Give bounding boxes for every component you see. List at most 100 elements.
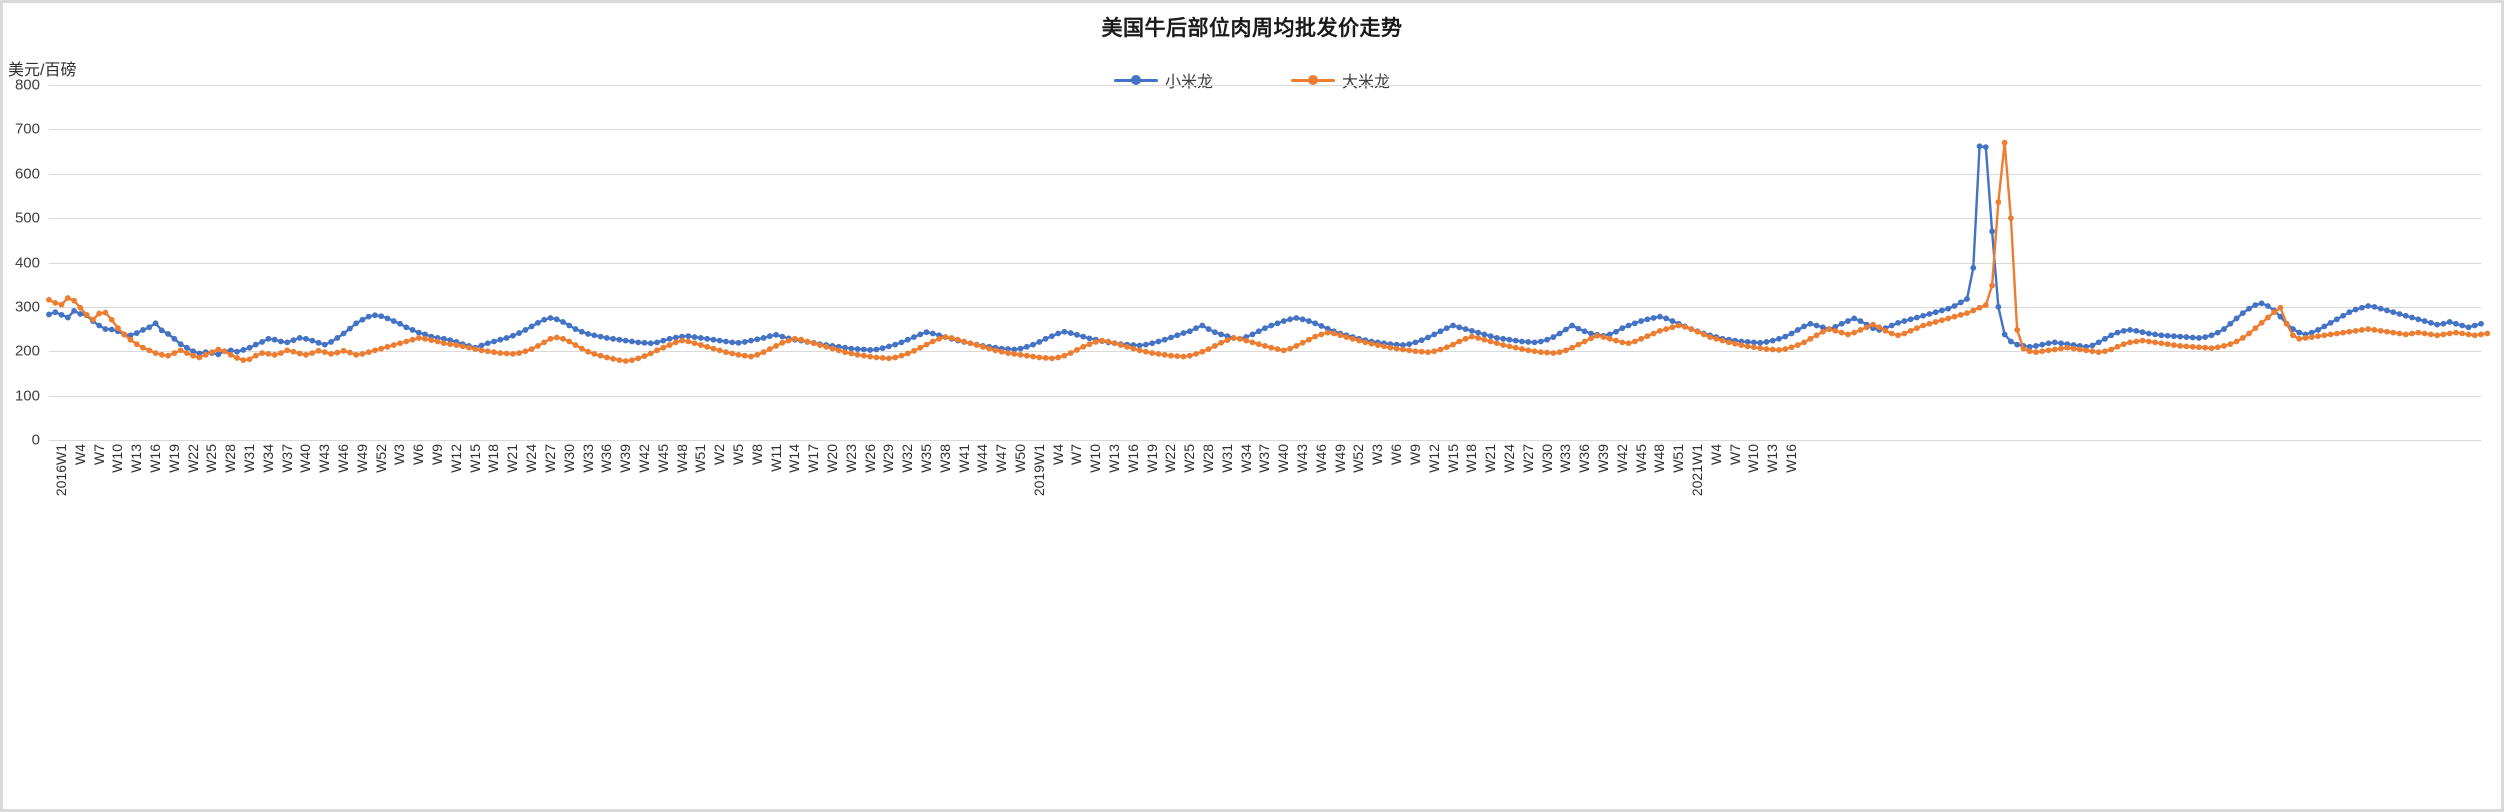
data-point — [1124, 343, 1130, 350]
data-point — [1700, 331, 1707, 338]
data-point — [2108, 346, 2115, 353]
x-axis-tick-label: W37 — [278, 444, 295, 473]
data-point — [610, 335, 617, 342]
data-point — [2246, 305, 2252, 312]
data-point — [697, 342, 704, 348]
x-axis-line — [49, 440, 2481, 441]
data-point — [1450, 341, 1456, 348]
data-point — [1494, 340, 1500, 347]
data-point — [303, 335, 309, 342]
data-point — [622, 358, 629, 364]
data-point — [1224, 337, 1231, 344]
data-point — [1888, 330, 1895, 337]
y-axis-tick-label: 500 — [14, 209, 40, 227]
data-point — [447, 337, 454, 344]
data-point — [766, 346, 773, 352]
data-point — [453, 342, 460, 348]
x-axis-tick-label: W32 — [899, 444, 916, 473]
data-point — [165, 352, 171, 359]
data-point — [2227, 320, 2234, 327]
data-point — [1970, 307, 1977, 314]
legend-item-series1[interactable]: 小米龙 — [1113, 68, 1213, 92]
x-axis-tick-label: W26 — [861, 444, 878, 473]
data-point — [2020, 345, 2027, 352]
data-point — [848, 345, 855, 352]
data-point — [2095, 349, 2102, 356]
data-point — [710, 345, 717, 352]
data-point — [1920, 312, 1927, 319]
data-point — [1168, 352, 1174, 359]
data-point — [215, 346, 222, 353]
data-point — [2233, 338, 2240, 345]
x-axis-tick-label: W47 — [993, 444, 1010, 473]
data-point — [2089, 348, 2096, 355]
data-point — [1067, 350, 1074, 356]
data-point — [804, 338, 811, 345]
data-point — [2089, 342, 2096, 349]
data-point — [1500, 342, 1507, 348]
data-point — [1763, 346, 1770, 352]
data-point — [992, 347, 999, 354]
data-point — [1907, 316, 1914, 323]
data-point — [986, 345, 993, 352]
data-point — [1613, 328, 1619, 335]
data-point — [1255, 328, 1262, 335]
x-axis-tick-label: W42 — [635, 444, 652, 473]
data-point — [315, 347, 322, 354]
data-point — [1581, 338, 1588, 345]
data-point — [917, 331, 924, 338]
data-point — [1888, 322, 1895, 329]
x-axis-tick-label: W2 — [711, 444, 728, 465]
data-point — [1895, 319, 1901, 326]
series-1 — [46, 143, 2484, 358]
data-point — [2377, 305, 2384, 312]
data-point — [1895, 332, 1901, 339]
data-point — [879, 355, 886, 361]
data-point — [597, 352, 604, 359]
data-point — [1262, 325, 1268, 332]
data-point — [1863, 324, 1870, 331]
data-point — [2051, 339, 2058, 346]
x-axis-tick-label: W37 — [1256, 444, 1273, 473]
data-point — [1218, 331, 1225, 338]
data-point — [1143, 341, 1149, 348]
data-point — [773, 343, 779, 349]
data-point — [121, 331, 128, 338]
x-axis-tick-label: W49 — [1331, 444, 1348, 473]
x-axis-tick-label: W16 — [147, 444, 164, 473]
data-point — [1443, 344, 1450, 351]
data-point — [1807, 320, 1814, 327]
x-axis-tick-label: W31 — [1218, 444, 1235, 473]
data-point — [1989, 282, 1995, 289]
data-point — [2415, 316, 2422, 323]
data-point — [516, 350, 522, 356]
data-point — [1468, 333, 1475, 340]
data-point — [1556, 349, 1563, 356]
data-point — [409, 327, 416, 333]
data-point — [1475, 335, 1482, 341]
data-point — [1569, 344, 1576, 351]
data-point — [1268, 322, 1275, 329]
data-point — [1387, 344, 1394, 351]
data-point — [2315, 327, 2321, 333]
data-point — [1086, 341, 1093, 348]
data-point — [2102, 335, 2108, 342]
data-point — [2189, 343, 2196, 350]
data-point — [466, 344, 472, 351]
data-point — [46, 296, 52, 303]
data-point — [597, 333, 604, 340]
data-point — [1425, 349, 1431, 356]
data-point — [2327, 331, 2334, 338]
data-point — [1550, 334, 1557, 340]
x-axis-tick-label: W9 — [1406, 444, 1423, 465]
data-point — [1926, 311, 1933, 317]
x-axis-tick-label: W40 — [297, 444, 314, 473]
data-point — [1494, 335, 1500, 341]
data-point — [52, 299, 59, 306]
data-point — [1964, 295, 1970, 302]
data-point — [566, 338, 573, 345]
data-point — [522, 327, 529, 333]
data-point — [1237, 335, 1243, 342]
legend-item-series2[interactable]: 大米龙 — [1291, 68, 1390, 92]
data-point — [1055, 330, 1062, 337]
